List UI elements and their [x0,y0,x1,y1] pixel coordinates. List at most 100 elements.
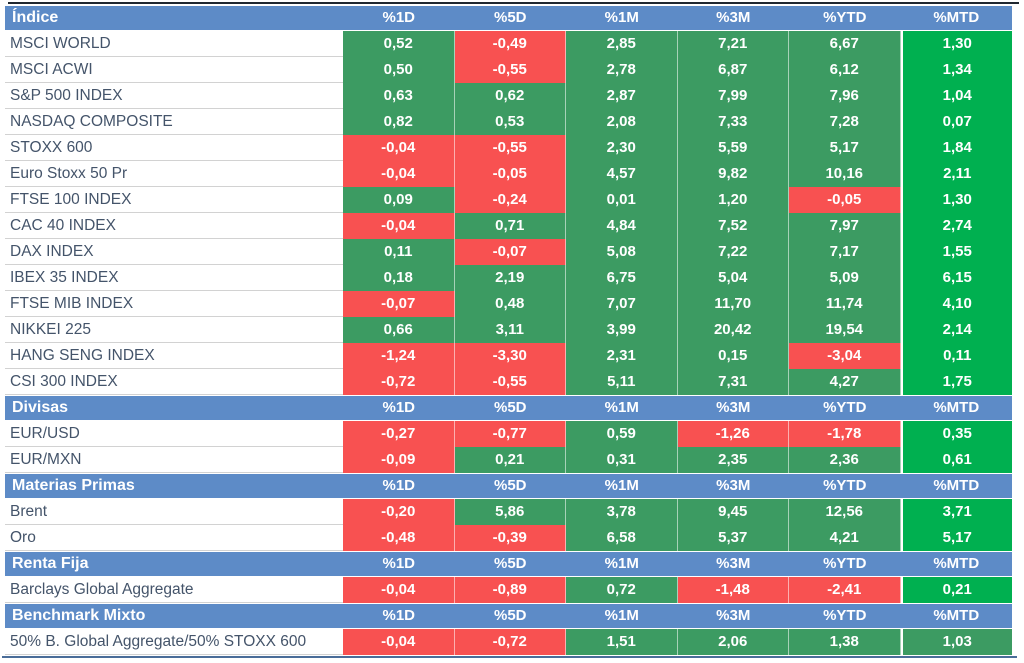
value-cell: -1,48 [677,577,789,603]
value-cell: 2,30 [566,135,678,161]
value-cell: -0,77 [454,421,566,447]
value-cell: 1,04 [900,83,1012,109]
value-cell: 0,72 [566,577,678,603]
row-label: S&P 500 INDEX [5,83,343,109]
value-cell: 9,82 [677,161,789,187]
section-header-row: Divisas %1D %5D %1M %3M %YTD %MTD [5,395,1012,421]
value-cell: 6,15 [900,265,1012,291]
value-cell: 2,11 [900,161,1012,187]
column-header: %3M [716,555,751,572]
value-cell: 7,96 [789,83,901,109]
section-title: Divisas [12,399,69,416]
value-cell: 0,48 [454,291,566,317]
table-row: STOXX 600 -0,04 -0,55 2,30 5,59 5,17 1,84 [5,135,1012,161]
value-cell: 0,09 [343,187,455,213]
row-label: MSCI ACWI [5,57,343,83]
value-cell: 4,57 [566,161,678,187]
value-cell: 2,14 [900,317,1012,343]
value-cell: 0,62 [454,83,566,109]
value-cell: 7,21 [677,31,789,57]
column-header: %3M [716,477,751,494]
value-cell: 1,20 [677,187,789,213]
value-cell: -0,04 [343,135,455,161]
table-row: NASDAQ COMPOSITE 0,82 0,53 2,08 7,33 7,28 0,07 [5,109,1012,135]
value-cell: -0,05 [789,187,901,213]
table-row: DAX INDEX 0,11 -0,07 5,08 7,22 7,17 1,55 [5,239,1012,265]
value-cell: -0,72 [343,369,455,395]
value-cell: -1,78 [789,421,901,447]
row-label: MSCI WORLD [5,31,343,57]
value-cell: 0,07 [900,109,1012,135]
section-header-row: Materias Primas %1D %5D %1M %3M %YTD %MTD [5,473,1012,499]
row-label: Oro [5,525,343,551]
section-header-row: Índice %1D %5D %1M %3M %YTD %MTD [5,5,1012,31]
value-cell: -0,89 [454,577,566,603]
value-cell: 3,78 [566,499,678,525]
top-rule [8,2,1019,4]
value-cell: -0,39 [454,525,566,551]
section-title: Materias Primas [12,477,135,494]
value-cell: 4,10 [900,291,1012,317]
column-header: %1M [604,399,639,416]
section-title: Benchmark Mixto [12,607,146,624]
table-row: Barclays Global Aggregate -0,04 -0,89 0,72-… [5,577,1012,603]
value-cell: 2,06 [677,629,789,655]
value-cell: 7,31 [677,369,789,395]
column-header: %3M [716,607,751,624]
value-cell: 0,11 [900,343,1012,369]
row-label: 50% B. Global Aggregate/50% STOXX 600 [5,629,343,655]
value-cell: 6,12 [789,57,901,83]
value-cell: 0,71 [454,213,566,239]
value-cell: 1,03 [900,629,1012,655]
value-cell: -0,24 [454,187,566,213]
value-cell: 2,74 [900,213,1012,239]
row-label: IBEX 35 INDEX [5,265,343,291]
column-header: %YTD [823,555,867,572]
column-header: %1M [604,477,639,494]
table-row: Euro Stoxx 50 Pr -0,04 -0,05 4,57 9,82 10,16 2… [5,161,1012,187]
row-label: STOXX 600 [5,135,343,161]
value-cell: -2,41 [789,577,901,603]
value-cell: 5,08 [566,239,678,265]
table-row: HANG SENG INDEX -1,24 -3,30 2,31 0,15 -3,04 0,… [5,343,1012,369]
value-cell: 2,78 [566,57,678,83]
value-cell: 2,19 [454,265,566,291]
value-cell: 0,66 [343,317,455,343]
column-header: %MTD [933,607,980,624]
column-header: %MTD [933,555,980,572]
table-row: IBEX 35 INDEX 0,18 2,19 6,75 5,04 5,09 6,15 [5,265,1012,291]
value-cell: 7,17 [789,239,901,265]
value-cell: -0,04 [343,629,455,655]
value-cell: -0,55 [454,57,566,83]
column-header: %3M [716,9,751,26]
value-cell: 0,59 [566,421,678,447]
table-row: MSCI ACWI 0,50 -0,55 2,78 6,87 6,12 1,34 [5,57,1012,83]
column-header: %YTD [823,399,867,416]
value-cell: 1,34 [900,57,1012,83]
value-cell: -3,04 [789,343,901,369]
table-row: FTSE MIB INDEX -0,07 0,48 7,07 11,70 11,74 4,1… [5,291,1012,317]
value-cell: 4,21 [789,525,901,551]
value-cell: 10,16 [789,161,901,187]
value-cell: 0,01 [566,187,678,213]
column-header: %1M [604,9,639,26]
table-row: NIKKEI 225 0,66 3,11 3,99 20,42 19,54 2,14 [5,317,1012,343]
value-cell: 12,56 [789,499,901,525]
value-cell: 7,07 [566,291,678,317]
value-cell: 0,21 [900,577,1012,603]
column-header: %MTD [933,399,980,416]
row-label: NIKKEI 225 [5,317,343,343]
value-cell: 1,51 [566,629,678,655]
value-cell: 2,36 [789,447,901,473]
value-cell: 7,22 [677,239,789,265]
column-header: %YTD [823,607,867,624]
table-row: EUR/MXN -0,09 0,21 0,31 2,35 2,36 0,61 [5,447,1012,473]
row-label: EUR/USD [5,421,343,447]
value-cell: 1,30 [900,187,1012,213]
bottom-rule [2,656,1017,658]
value-cell: 9,45 [677,499,789,525]
value-cell: 5,37 [677,525,789,551]
value-cell: 0,18 [343,265,455,291]
table-row: S&P 500 INDEX 0,63 0,62 2,87 7,99 7,96 1,04 [5,83,1012,109]
column-header: %5D [493,9,527,26]
